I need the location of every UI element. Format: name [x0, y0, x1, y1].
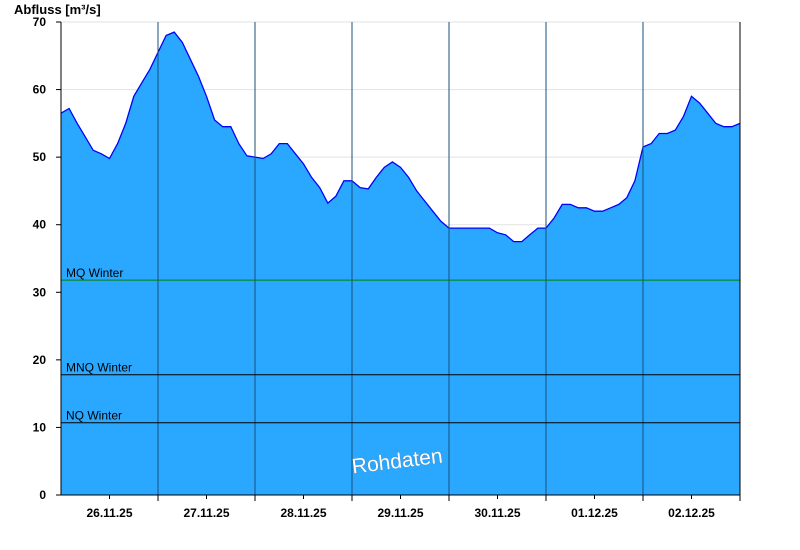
reference-label-mq-winter: MQ Winter: [66, 266, 123, 280]
x-tick-label: 01.12.25: [571, 506, 618, 520]
y-tick-label: 60: [33, 83, 47, 97]
reference-label-mnq-winter: MNQ Winter: [66, 361, 132, 375]
x-tick-labels: 26.11.25 27.11.25 28.11.25 29.11.25 30.11.25…: [86, 506, 715, 520]
axes: [56, 21, 741, 501]
day-separators: [157, 22, 741, 495]
x-tick-label: 30.11.25: [474, 506, 520, 520]
x-tick-label: 02.12.25: [668, 506, 715, 520]
y-tick-label: 50: [33, 150, 47, 164]
reference-label-nq-winter: NQ Winter: [66, 409, 122, 423]
x-tick-label: 27.11.25: [183, 506, 229, 520]
x-tick-label: 26.11.25: [86, 506, 132, 520]
x-tick-label: 29.11.25: [377, 506, 423, 520]
x-tick-label: 28.11.25: [280, 506, 326, 520]
reference-lines: MQ Winter MNQ Winter NQ Winter: [61, 266, 740, 424]
discharge-line: [60, 31, 741, 243]
y-tick-label: 20: [33, 353, 47, 367]
y-tick-label: 10: [33, 420, 47, 434]
discharge-series: [60, 31, 741, 495]
y-tick-labels: 0 10 20 30 40 50 60 70: [33, 15, 47, 502]
y-tick-label: 70: [33, 15, 47, 29]
discharge-area: [61, 32, 740, 495]
y-tick-label: 0: [39, 488, 46, 502]
y-tick-label: 30: [33, 285, 47, 299]
y-tick-label: 40: [33, 218, 47, 232]
y-axis-title: Abfluss [m³/s]: [14, 2, 101, 17]
